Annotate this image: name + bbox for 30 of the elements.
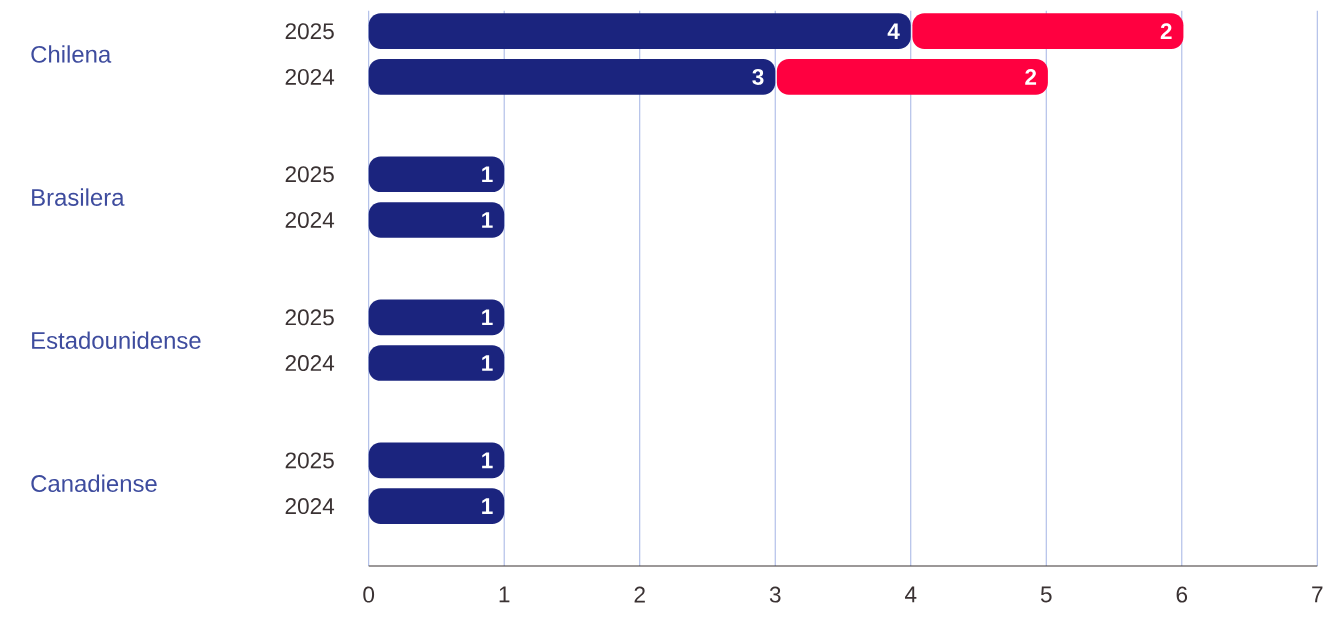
data-label: 1 <box>482 498 493 514</box>
y-tick-label: 2025 <box>285 452 334 469</box>
data-label: 4 <box>887 23 900 40</box>
y-tick-label: 2025 <box>285 309 334 326</box>
data-label: 1 <box>482 212 493 228</box>
y-tick-label: 2024 <box>285 69 335 86</box>
x-tick-label: 0 <box>363 586 375 603</box>
text: Chilena <box>31 45 112 63</box>
data-label: 2 <box>1025 69 1037 85</box>
x-tick-label: 3 <box>769 586 781 603</box>
data-label: 1 <box>482 166 493 183</box>
data-label: 1 <box>482 452 493 469</box>
x-tick-label: 6 <box>1176 586 1188 603</box>
x-tick-label: 5 <box>1040 586 1052 603</box>
y-tick-label: 2024 <box>285 498 335 515</box>
y-tick-label: 2025 <box>285 23 334 40</box>
text: Estadounidense <box>32 331 201 350</box>
y-tick-label: 2024 <box>285 355 335 372</box>
x-tick-label: 2 <box>634 586 645 603</box>
x-tick-label: 7 <box>1312 586 1323 603</box>
x-tick-label: 4 <box>904 586 917 603</box>
data-label: 1 <box>482 309 493 326</box>
y-tick-label: 2025 <box>285 166 334 183</box>
data-label: 2 <box>1160 23 1172 40</box>
data-label: 1 <box>482 355 493 371</box>
y-tick-label: 2024 <box>285 212 335 229</box>
text: Canadiense <box>31 474 157 493</box>
x-tick-label: 1 <box>499 586 510 603</box>
text: Brasilera <box>32 188 125 207</box>
data-label: 3 <box>752 69 764 86</box>
